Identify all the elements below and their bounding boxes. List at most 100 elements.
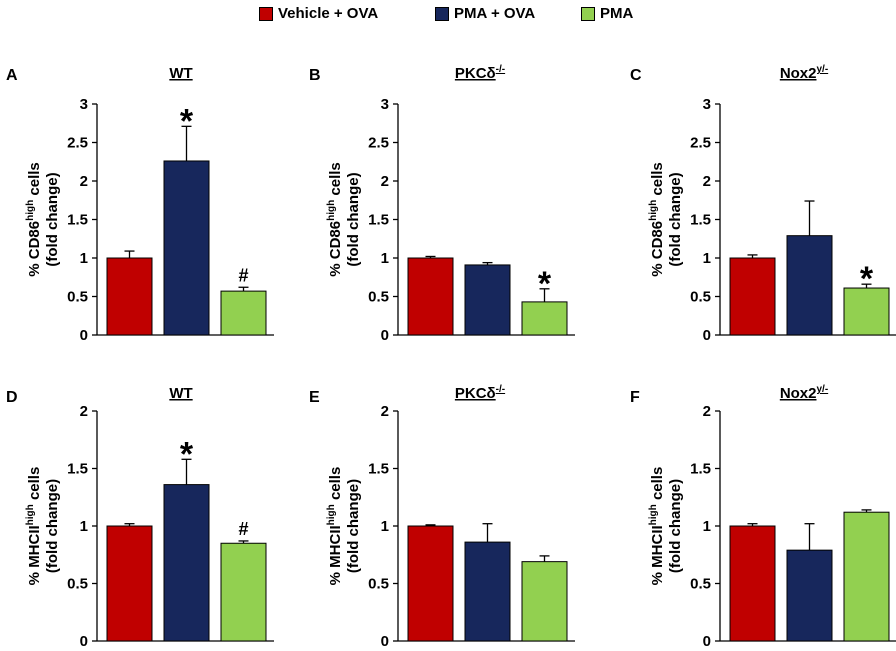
y-tick-label: 2.5 <box>368 135 389 152</box>
y-axis-label-prefix: % MHCII <box>327 525 344 585</box>
bar-pma <box>220 542 267 642</box>
y-tick-label: 0 <box>703 327 711 344</box>
bar-pma-ova <box>163 160 210 336</box>
y-tick-label: 2 <box>703 173 711 190</box>
y-axis-label-prefix: % MHCII <box>26 525 43 585</box>
bar-pma-ova <box>464 264 511 336</box>
y-tick-label: 3 <box>703 96 711 113</box>
legend-item-pma-ova: PMA + OVA <box>435 5 535 22</box>
y-tick-label: 1 <box>381 250 389 267</box>
chart-title: Nox2y/- <box>780 64 828 82</box>
chart-panel-c: C Nox2y/- % CD86high cells (fold change) 0 0.… <box>630 64 896 344</box>
bar-pma-ova <box>786 549 833 642</box>
y-tick-label: 1 <box>80 518 88 535</box>
y-tick-label: 0 <box>80 633 88 650</box>
y-axis-label-line2: (fold change) <box>345 479 362 573</box>
bar-pma-ova <box>163 484 210 642</box>
y-tick-label: 2 <box>80 173 88 190</box>
y-tick-label: 1.5 <box>67 461 88 478</box>
y-tick-label: 1.5 <box>368 461 389 478</box>
chart-panel-f: F Nox2y/- % MHCIIhigh cells (fold change) 0 0… <box>630 384 896 650</box>
y-axis-label-line2: (fold change) <box>667 172 684 266</box>
panel-letter: C <box>630 67 642 84</box>
bar-vehicle-ova <box>407 525 454 642</box>
y-axis-label-suffix: cells <box>26 162 43 200</box>
y-tick-label: 0.5 <box>67 289 88 306</box>
y-tick-label: 1 <box>703 518 711 535</box>
y-tick-label: 0.5 <box>690 289 711 306</box>
panel-letter: E <box>309 389 320 406</box>
chart-title-main: PKCδ <box>455 65 496 82</box>
chart-title-main: WT <box>169 385 192 402</box>
chart-panel-e: E PKCδ-/- % MHCIIhigh cells (fold change) 0 0… <box>309 384 575 650</box>
y-tick-label: 2.5 <box>690 135 711 152</box>
y-tick-label: 1.5 <box>690 212 711 229</box>
bar-pma <box>521 561 568 642</box>
y-axis-label-prefix: % CD86 <box>649 221 666 277</box>
y-axis-label-suffix: cells <box>327 162 344 200</box>
chart-title: Nox2y/- <box>780 384 828 402</box>
chart-title-main: PKCδ <box>455 385 496 402</box>
y-tick-label: 0 <box>381 633 389 650</box>
bar-pma <box>843 287 890 336</box>
legend-item-vehicle-ova: Vehicle + OVA <box>259 5 378 22</box>
y-axis-label-suffix: cells <box>26 467 43 505</box>
y-axis-label-sup: high <box>648 200 659 221</box>
chart-title-sup: -/- <box>496 64 505 75</box>
legend-label: PMA <box>600 5 634 22</box>
y-axis-label-suffix: cells <box>649 162 666 200</box>
y-tick-label: 3 <box>381 96 389 113</box>
chart-panel-a: A WT % CD86high cells (fold change) 0 0.5 1 1.5… <box>6 65 274 344</box>
panel-letter: F <box>630 389 640 406</box>
chart-title-sup: y/- <box>817 384 829 395</box>
y-axis-label-prefix: % CD86 <box>26 221 43 277</box>
y-tick-label: 1.5 <box>67 212 88 229</box>
chart-title-sup: y/- <box>817 64 829 75</box>
chart-title: WT <box>169 385 192 402</box>
legend-item-pma: PMA <box>581 5 633 22</box>
y-axis-label-sup: high <box>25 200 36 221</box>
y-axis-label: % CD86high cells <box>25 162 43 277</box>
y-tick-label: 1.5 <box>690 461 711 478</box>
chart-title: WT <box>169 65 192 82</box>
y-axis-label-sup: high <box>326 504 337 525</box>
panel-letter: A <box>6 67 18 84</box>
chart-title: PKCδ-/- <box>455 384 505 402</box>
chart-title: PKCδ-/- <box>455 64 505 82</box>
y-axis-label-line2: (fold change) <box>44 479 61 573</box>
y-axis-label-line2: (fold change) <box>345 172 362 266</box>
y-axis-label-sup: high <box>25 504 36 525</box>
bar-pma-ova <box>786 235 833 336</box>
bar-pma <box>843 511 890 642</box>
y-tick-label: 2 <box>381 173 389 190</box>
bar-pma-ova <box>464 541 511 642</box>
significance-hash: # <box>238 519 248 539</box>
legend-swatch <box>259 6 273 21</box>
y-axis-label-line2: (fold change) <box>44 172 61 266</box>
significance-star: * <box>860 260 874 298</box>
y-tick-label: 0 <box>703 633 711 650</box>
y-tick-label: 2 <box>703 403 711 420</box>
chart-panel-d: D WT % MHCIIhigh cells (fold change) 0 0.5 1 1.… <box>6 385 274 650</box>
y-axis-label: % CD86high cells <box>326 162 344 277</box>
y-axis-label: % MHCIIhigh cells <box>25 467 43 586</box>
bar-vehicle-ova <box>729 257 776 336</box>
legend-swatch <box>435 6 449 21</box>
bar-pma <box>521 301 568 336</box>
y-axis-label: % CD86high cells <box>648 162 666 277</box>
y-tick-label: 0 <box>381 327 389 344</box>
chart-title-main: Nox2 <box>780 65 817 82</box>
y-axis-label-sup: high <box>326 200 337 221</box>
bar-pma <box>220 290 267 336</box>
significance-star: * <box>180 435 194 473</box>
bar-vehicle-ova <box>729 525 776 642</box>
legend-label: Vehicle + OVA <box>278 5 379 22</box>
y-tick-label: 1 <box>381 518 389 535</box>
y-tick-label: 0.5 <box>368 289 389 306</box>
bar-vehicle-ova <box>407 257 454 336</box>
panel-letter: B <box>309 67 321 84</box>
chart-title-main: WT <box>169 65 192 82</box>
y-axis-label-prefix: % CD86 <box>327 221 344 277</box>
